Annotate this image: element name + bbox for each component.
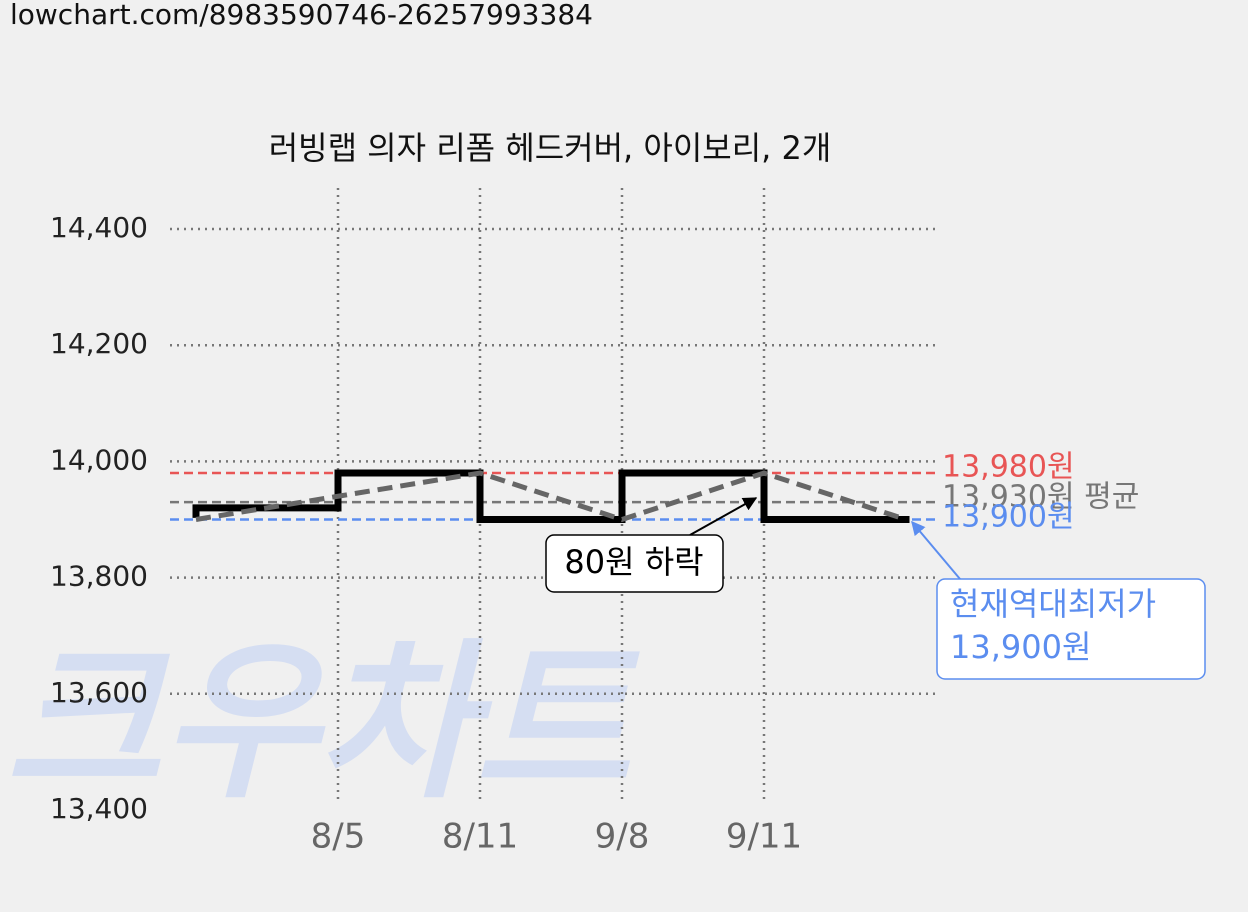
chart-title: 러빙랩 의자 리폼 헤드커버, 아이보리, 2개: [269, 129, 832, 167]
y-tick-label: 14,400: [50, 211, 148, 244]
y-tick-label: 14,200: [50, 327, 148, 360]
annotation-box: [545, 534, 724, 593]
reference-label: 13,980원: [942, 450, 1075, 485]
y-tick-label: 13,800: [50, 560, 148, 593]
annotation-arrow: [911, 520, 961, 580]
x-tick-label: 9/11: [726, 817, 802, 857]
annotation-text: 80원 하락: [564, 543, 703, 581]
header: lowchart.com/8983590746-26257993384: [10, 0, 593, 31]
watermark: 크우차트: [5, 624, 640, 822]
annotation-box: [936, 578, 1206, 680]
y-tick-label: 13,600: [50, 676, 148, 709]
annotation-text: 13,900원: [950, 628, 1091, 666]
reference-label: 13,900원: [942, 500, 1075, 535]
x-tick-label: 8/5: [311, 817, 366, 857]
x-tick-label: 8/11: [442, 817, 518, 857]
trend-line: [195, 470, 907, 523]
y-tick-label: 14,000: [50, 443, 148, 476]
y-tick-label: 13,400: [50, 792, 148, 825]
reference-label: 13,930원 평균: [942, 480, 1139, 515]
annotation-arrow: [689, 497, 758, 536]
annotation-text: 현재역대최저가: [950, 585, 1156, 623]
x-tick-label: 9/8: [595, 817, 650, 857]
